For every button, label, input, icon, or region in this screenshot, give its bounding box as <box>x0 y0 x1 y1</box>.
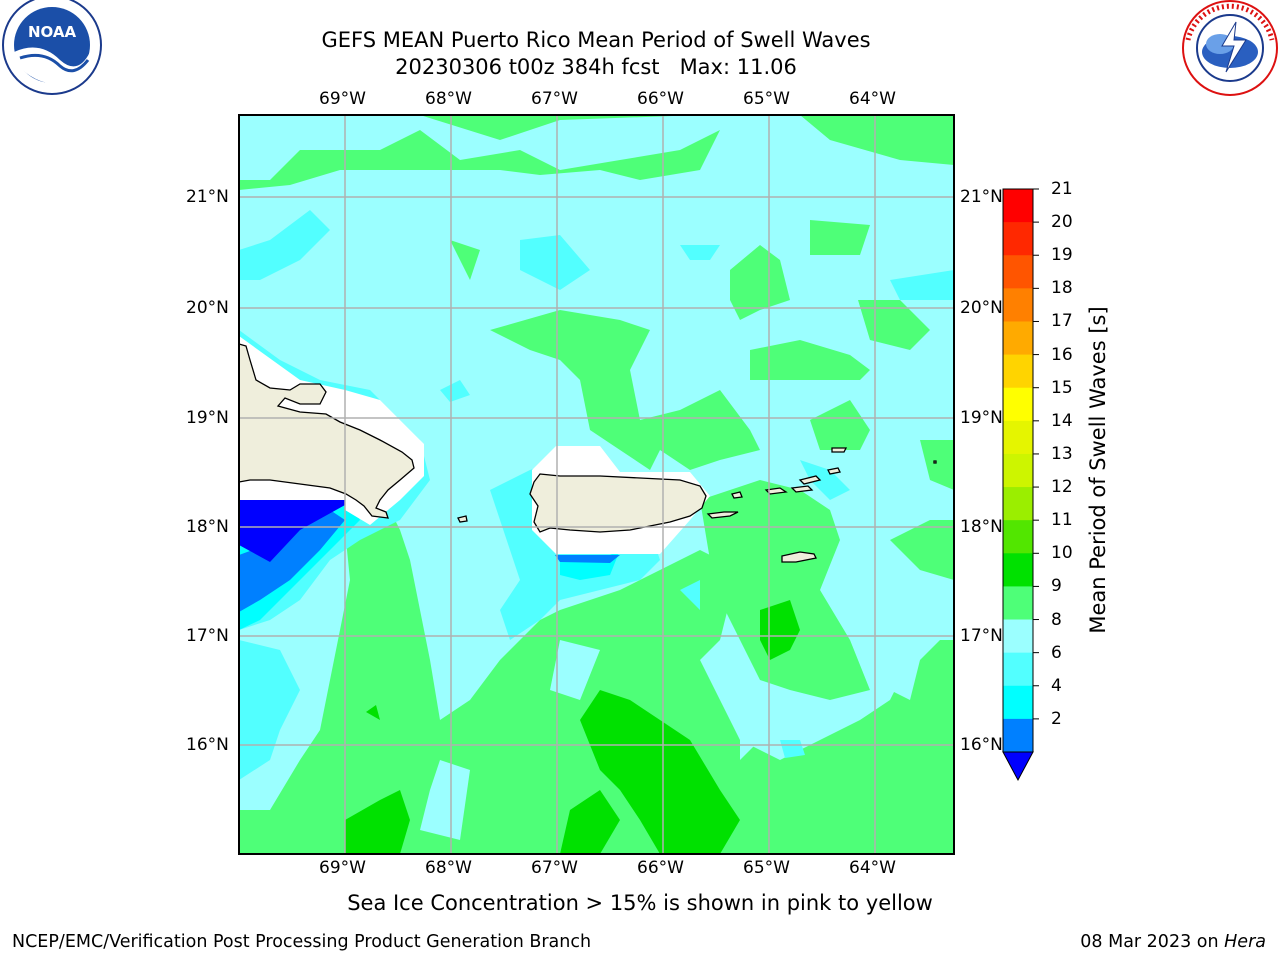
colorbar-tick-label: 11 <box>1051 510 1073 531</box>
lat-label-left: 20°N <box>186 298 229 318</box>
lon-label-top: 64°W <box>849 89 896 109</box>
colorbar-tick-label: 12 <box>1051 477 1073 498</box>
mona <box>457 515 468 523</box>
lat-label-left: 17°N <box>186 626 229 646</box>
colorbar-cell <box>1003 487 1033 521</box>
lon-label-top: 67°W <box>531 89 578 109</box>
lon-label-bottom: 64°W <box>849 858 896 878</box>
colorbar-tick-label: 18 <box>1051 278 1073 299</box>
lon-label-top: 65°W <box>743 89 790 109</box>
colorbar-under-arrow <box>1002 751 1034 782</box>
footer-branch: NCEP/EMC/Verification Post Processing Pr… <box>12 932 592 952</box>
colorbar-tick-label: 21 <box>1051 179 1073 199</box>
colorbar-tick-label: 8 <box>1051 609 1062 630</box>
colorbar-tick-label: 15 <box>1051 377 1073 398</box>
colorbar-label: Mean Period of Swell Waves [s] <box>1086 306 1110 634</box>
colorbar-cell <box>1003 652 1033 687</box>
colorbar-cell <box>1003 255 1033 289</box>
contour-10-11s <box>345 600 800 854</box>
lat-label-left: 16°N <box>186 735 229 755</box>
colorbar-frame <box>1002 188 1034 753</box>
hispaniola <box>238 343 415 519</box>
footer-host: Hera <box>1224 932 1266 952</box>
lat-label-right: 17°N <box>960 626 1003 646</box>
colorbar-cell <box>1003 718 1033 753</box>
lon-label-top: 68°W <box>425 89 472 109</box>
culebra <box>731 491 743 499</box>
sea-ice-note: Sea Ice Concentration > 15% is shown in … <box>347 891 933 915</box>
virgin-gorda <box>827 467 841 475</box>
anegada <box>831 447 848 453</box>
lat-label-right: 16°N <box>960 735 1003 755</box>
tortola <box>798 475 822 485</box>
lat-label-left: 18°N <box>186 517 229 537</box>
colorbar-tick-label: 10 <box>1051 543 1073 564</box>
colorbar-tick-label: 16 <box>1051 344 1073 365</box>
lon-label-bottom: 65°W <box>743 858 790 878</box>
colorbar-tick-label: 19 <box>1051 245 1073 266</box>
contour-under-2s <box>239 500 345 562</box>
lat-label-left: 21°N <box>186 187 229 207</box>
footer-date: 08 Mar 2023 on Hera <box>1080 932 1266 952</box>
lat-label-right: 20°N <box>960 298 1003 318</box>
st-john <box>790 485 814 493</box>
svg-text:NOAA: NOAA <box>28 23 77 41</box>
colorbar-cell <box>1003 553 1033 587</box>
colorbar-cell <box>1003 288 1033 322</box>
lon-label-top: 66°W <box>637 89 684 109</box>
lon-label-bottom: 67°W <box>531 858 578 878</box>
colorbar-cell <box>1003 189 1033 223</box>
lat-label-left: 19°N <box>186 408 229 428</box>
colorbar-tick-label: 4 <box>1051 675 1062 696</box>
colorbar-tick-label: 14 <box>1051 410 1073 431</box>
gridlines <box>239 115 954 854</box>
land-masses <box>238 343 937 563</box>
colorbar-cell <box>1003 354 1033 389</box>
st-croix <box>781 551 817 563</box>
puerto-rico <box>529 473 707 533</box>
colorbar-tick-label: 6 <box>1051 642 1062 663</box>
colorbar <box>1002 188 1039 782</box>
sombrero <box>933 460 937 464</box>
lat-label-right: 21°N <box>960 187 1003 207</box>
contour-8-9s-inside <box>420 640 920 840</box>
lon-label-top: 69°W <box>319 89 366 109</box>
colorbar-cell <box>1003 222 1033 256</box>
colorbar-cell <box>1003 685 1033 720</box>
colorbar-tick-label: 9 <box>1051 576 1062 597</box>
noaa-logo: NOAA <box>2 0 102 95</box>
colorbar-cell <box>1003 387 1033 422</box>
colorbar-cell <box>1003 420 1033 455</box>
colorbar-tick-label: 2 <box>1051 708 1062 729</box>
contour-2-4s <box>239 510 620 612</box>
lon-label-bottom: 68°W <box>425 858 472 878</box>
map-frame <box>238 114 955 855</box>
colorbar-cell <box>1003 619 1033 654</box>
vieques <box>706 511 739 519</box>
title-line-1: GEFS MEAN Puerto Rico Mean Period of Swe… <box>321 28 871 52</box>
lat-label-right: 18°N <box>960 517 1003 537</box>
lat-label-right: 19°N <box>960 408 1003 428</box>
lon-label-bottom: 66°W <box>637 858 684 878</box>
national-weather-service-logo <box>1182 0 1278 96</box>
colorbar-cell <box>1003 453 1033 488</box>
colorbar-tick-label: 13 <box>1051 443 1073 464</box>
colorbar-tick-label: 17 <box>1051 311 1073 332</box>
colorbar-cell <box>1003 520 1033 554</box>
colorbar-tick-label: 20 <box>1051 212 1073 233</box>
footer-date-text: 08 Mar 2023 on <box>1080 932 1225 952</box>
colorbar-cell <box>1003 321 1033 356</box>
title-line-2: 20230306 t00z 384h fcst Max: 11.06 <box>395 55 797 79</box>
lon-label-bottom: 69°W <box>319 858 366 878</box>
map-panel <box>238 114 955 855</box>
colorbar-cell <box>1003 586 1033 621</box>
